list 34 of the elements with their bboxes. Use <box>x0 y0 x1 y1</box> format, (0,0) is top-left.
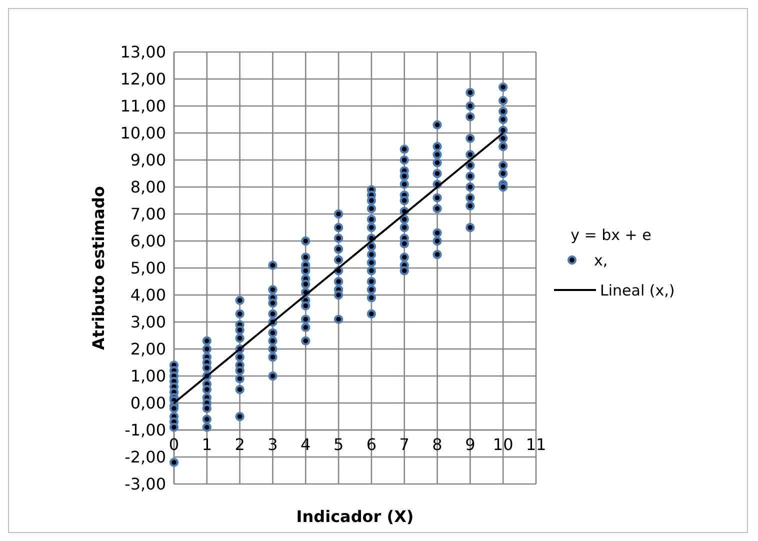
x-axis-title: Indicador (X) <box>296 507 414 526</box>
x-tick-label: 9 <box>465 435 476 454</box>
y-tick-label: 7,00 <box>130 204 166 224</box>
y-tick-label: -3,00 <box>124 474 166 494</box>
y-tick-label: 3,00 <box>130 312 166 332</box>
y-tick-label: 8,00 <box>130 178 166 197</box>
x-tick-label: 2 <box>234 435 245 454</box>
y-tick-label: 5,00 <box>130 258 166 278</box>
x-tick-label: 4 <box>300 435 311 454</box>
y-tick-label: 11,00 <box>120 96 166 116</box>
legend-label: Lineal (x,) <box>600 281 675 300</box>
y-tick-label: 12,00 <box>120 70 166 89</box>
y-tick-label: 10,00 <box>120 124 166 143</box>
x-tick-label: 3 <box>268 435 278 454</box>
y-tick-label: -1,00 <box>124 420 166 440</box>
y-tick-label: 0,00 <box>130 394 166 413</box>
x-tick-label: 10 <box>492 435 514 454</box>
y-tick-label: 2,00 <box>130 340 166 359</box>
x-tick-label: 6 <box>366 435 377 454</box>
y-tick-label: 13,00 <box>120 42 166 62</box>
y-tick-label: 9,00 <box>130 150 166 170</box>
y-axis-title: Atributo estimado <box>89 186 108 350</box>
x-tick-label: 11 <box>526 435 546 454</box>
y-tick-label: 1,00 <box>130 366 166 386</box>
x-tick-label: 1 <box>202 435 212 454</box>
y-tick-label: 6,00 <box>130 232 166 251</box>
x-tick-label: 8 <box>432 435 442 454</box>
legend-label: x, <box>594 251 608 270</box>
x-tick-label: 5 <box>333 435 344 454</box>
legend-title: y = bx + e <box>570 226 652 244</box>
x-tick-label: 7 <box>399 435 410 454</box>
y-tick-label: 4,00 <box>130 286 166 305</box>
y-tick-label: -2,00 <box>124 448 166 467</box>
x-tick-label: 0 <box>168 435 180 454</box>
